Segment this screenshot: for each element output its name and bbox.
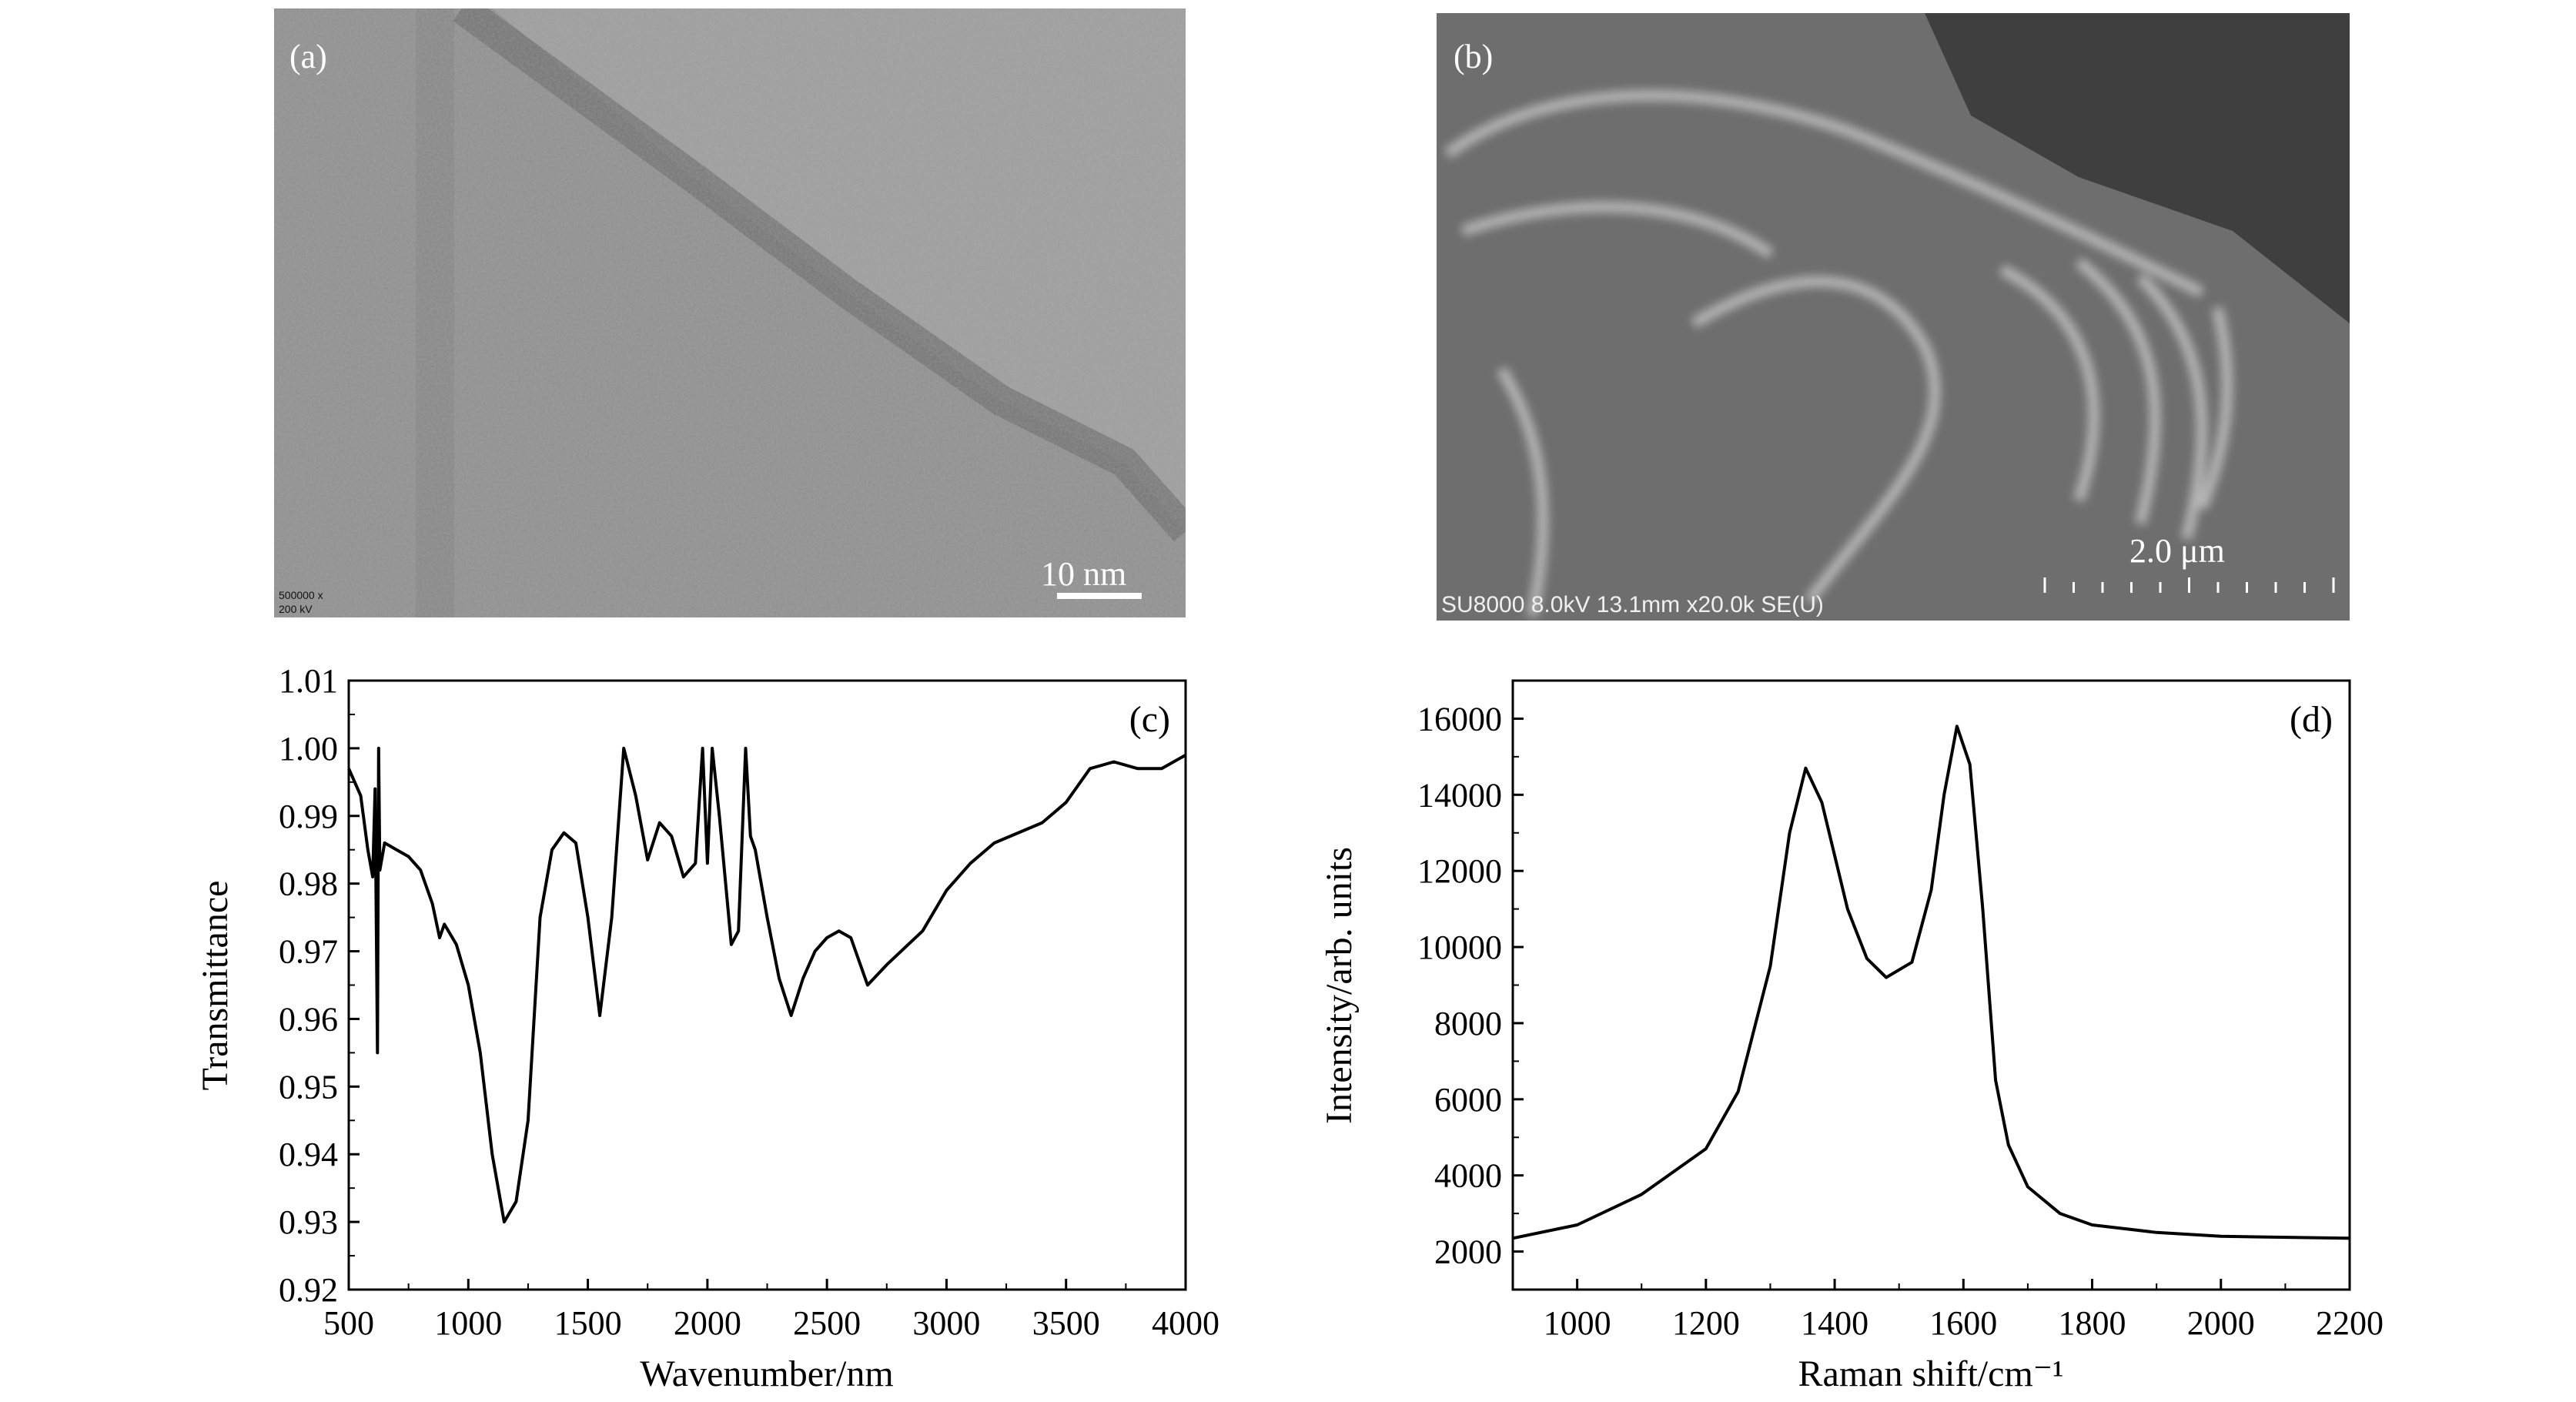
y-tick-label: 16000 — [1417, 700, 1502, 738]
raman-chart: (d) Raman shift/cm⁻¹ Intensity/arb. unit… — [1319, 679, 2384, 1394]
y-tick-label: 1.00 — [279, 730, 338, 768]
y-tick-label: 0.99 — [279, 798, 338, 835]
y-axis-label-d: Intensity/arb. units — [1319, 847, 1360, 1124]
x-axis-label-c: Wavenumber/nm — [640, 1353, 893, 1394]
x-tick-label: 2000 — [2187, 1304, 2255, 1342]
panel-label-d: (d) — [2290, 699, 2333, 740]
sem-flakes — [1444, 90, 2233, 617]
y-tick-label: 8000 — [1434, 1005, 1502, 1042]
x-tick-label: 3000 — [912, 1304, 980, 1342]
y-tick-label: 0.96 — [279, 1000, 338, 1038]
ftir-chart: (c) Wavenumber/nm Transmittance 500 1000 1… — [195, 662, 1219, 1394]
series-line — [347, 746, 1186, 1224]
y-tick-label: 14000 — [1417, 776, 1502, 814]
x-tick-label: 1400 — [1801, 1304, 1868, 1342]
scale-bar-label-b: 2.0 μm — [2129, 532, 2225, 570]
x-tick-label: 2200 — [2316, 1304, 2384, 1342]
sem-image-panel: (b) 2.0 μm SU8000 8.0kV 13.1mm x20.0k SE… — [1437, 13, 2350, 621]
scale-bar-b — [2043, 577, 2335, 593]
y-tick-label: 0.92 — [279, 1271, 338, 1309]
y-tick-label: 0.95 — [279, 1068, 338, 1106]
x-tick-label: 1200 — [1672, 1304, 1740, 1342]
tem-image-panel: (a) 10 nm 500000 x 200 kV — [274, 8, 1186, 617]
y-tick-label: 0.94 — [279, 1136, 338, 1173]
y-tick-label: 1.01 — [279, 662, 338, 700]
y-tick-label: 0.97 — [279, 933, 338, 971]
panel-label-a: (a) — [289, 38, 327, 75]
tem-texture — [274, 8, 1186, 617]
x-axis-label-d: Raman shift/cm⁻¹ — [1798, 1353, 2064, 1394]
scale-bar-label-a: 10 nm — [1041, 555, 1126, 593]
y-tick-label: 12000 — [1417, 852, 1502, 890]
x-tick-label: 1000 — [434, 1304, 502, 1342]
x-tick-label: 500 — [323, 1304, 374, 1342]
scale-bar-a — [1057, 593, 1142, 599]
y-tick-label: 0.98 — [279, 865, 338, 903]
x-tick-label: 4000 — [1152, 1304, 1219, 1342]
x-tick-label: 1800 — [2059, 1304, 2126, 1342]
y-tick-label: 0.93 — [279, 1203, 338, 1241]
panel-label-b: (b) — [1454, 38, 1493, 75]
sem-info-bar: SU8000 8.0kV 13.1mm x20.0k SE(U) — [1441, 592, 1824, 617]
x-tick-label: 3500 — [1032, 1304, 1100, 1342]
y-axis-label-c: Transmittance — [195, 881, 236, 1091]
x-tick-label: 1500 — [554, 1304, 622, 1342]
y-tick-label: 10000 — [1417, 929, 1502, 966]
y-tick-label: 4000 — [1434, 1157, 1502, 1195]
tem-info-voltage: 200 kV — [279, 603, 313, 615]
y-tick-label: 6000 — [1434, 1081, 1502, 1119]
y-tick-label: 2000 — [1434, 1233, 1502, 1271]
sem-dark-region — [1925, 13, 2350, 323]
x-tick-label: 2000 — [674, 1304, 741, 1342]
x-tick-label: 1600 — [1929, 1304, 1997, 1342]
plot-frame-d — [1511, 679, 2351, 1291]
plot-frame-c — [347, 679, 1187, 1291]
x-tick-label: 2500 — [793, 1304, 861, 1342]
panel-label-c: (c) — [1129, 699, 1170, 740]
tem-info-magnification: 500000 x — [279, 589, 323, 601]
x-tick-label: 1000 — [1544, 1304, 1611, 1342]
series-line — [1512, 724, 2350, 1240]
